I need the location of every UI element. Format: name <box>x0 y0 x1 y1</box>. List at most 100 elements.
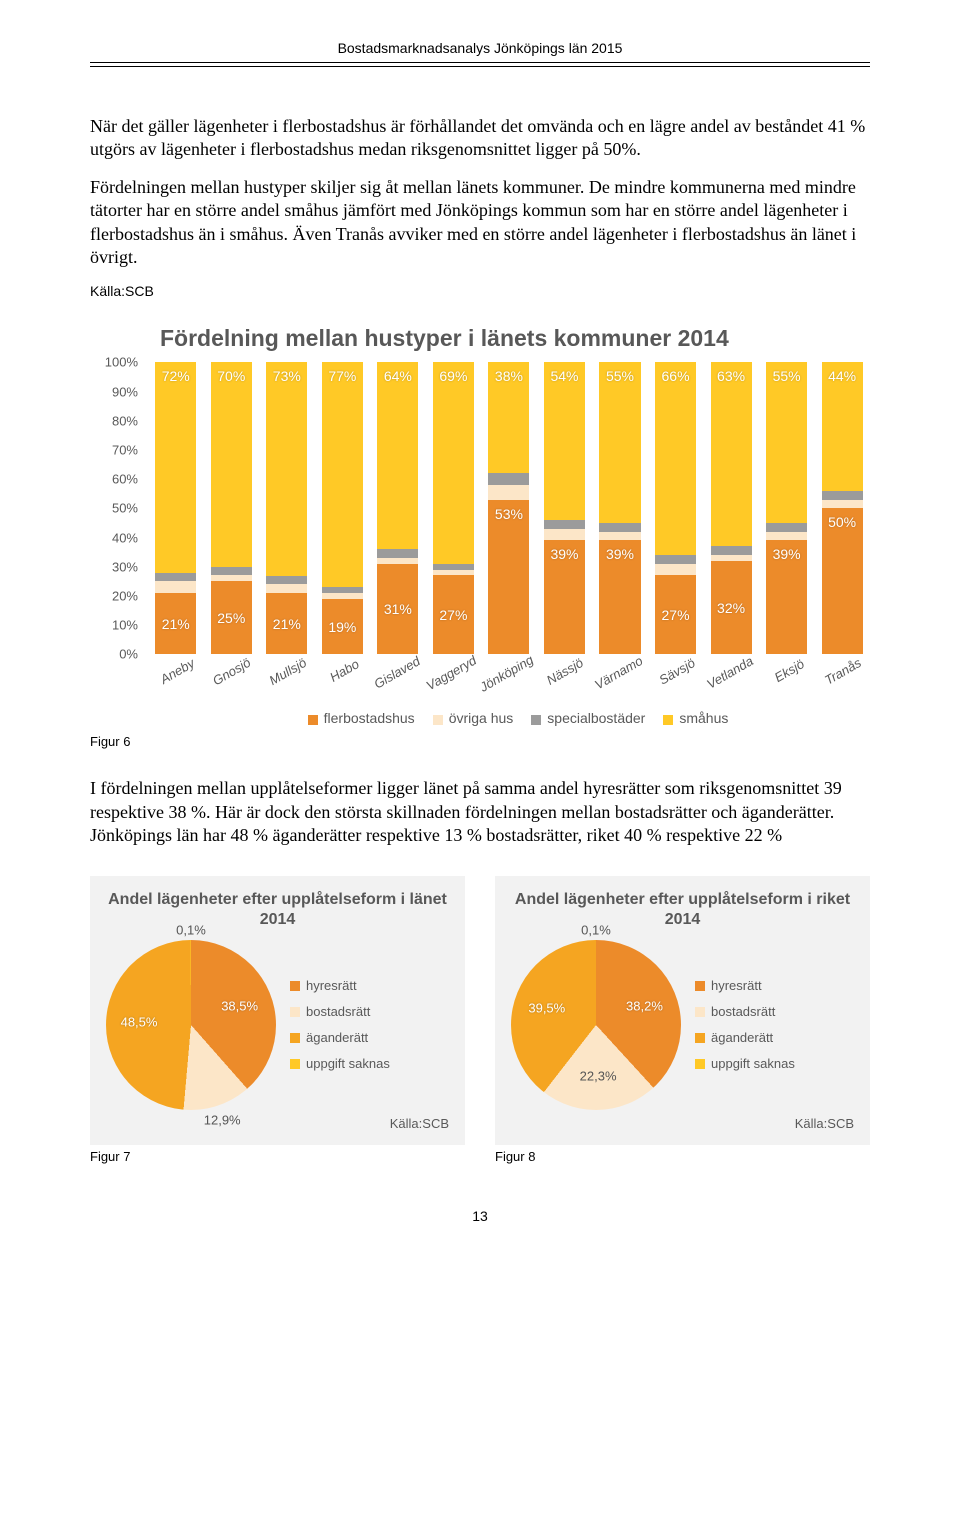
x-category: Tranås <box>822 655 864 688</box>
y-tick: 70% <box>112 442 138 457</box>
bar-column: 63%32%Vetlanda <box>703 362 759 654</box>
pie-value-label: 0,1% <box>581 922 611 937</box>
y-tick: 50% <box>112 501 138 516</box>
bar-value-label: 54% <box>550 368 578 384</box>
bar-column: 38%53%Jönköping <box>481 362 537 654</box>
legend-item: bostadsrätt <box>695 999 795 1025</box>
legend-swatch <box>695 981 705 991</box>
pie-title: Andel lägenheter efter upplåtelseform i … <box>106 890 449 930</box>
bar-segment <box>655 555 696 564</box>
bar-segment: 44% <box>822 362 863 490</box>
bar-segment: 73% <box>266 362 307 575</box>
bar-segment: 66% <box>655 362 696 555</box>
x-category: Mullsjö <box>266 655 309 688</box>
bar-value-label: 63% <box>717 368 745 384</box>
pie-title: Andel lägenheter efter upplåtelseform i … <box>511 890 854 930</box>
bar-segment: 27% <box>655 575 696 654</box>
bar-column: 64%31%Gislaved <box>370 362 426 654</box>
header-rule <box>90 62 870 63</box>
bar-column: 69%27%Vaggeryd <box>426 362 482 654</box>
bar-column: 70%25%Gnosjö <box>204 362 260 654</box>
x-category: Gnosjö <box>210 655 253 689</box>
bar-column: 44%50%Tranås <box>814 362 870 654</box>
bar-column: 73%21%Mullsjö <box>259 362 315 654</box>
y-tick: 0% <box>119 647 138 662</box>
legend-item: äganderätt <box>695 1025 795 1051</box>
bar-value-label: 70% <box>217 368 245 384</box>
bar-value-label: 25% <box>217 610 245 626</box>
chart-source: Källa:SCB <box>90 283 870 299</box>
legend-swatch <box>290 1033 300 1043</box>
bar-value-label: 31% <box>384 601 412 617</box>
legend-item: uppgift saknas <box>290 1051 390 1077</box>
bar-segment: 69% <box>433 362 474 563</box>
legend-swatch <box>695 1059 705 1069</box>
legend-label: äganderätt <box>711 1030 773 1045</box>
bar-segment <box>599 523 640 532</box>
y-tick: 20% <box>112 588 138 603</box>
legend-item: äganderätt <box>290 1025 390 1051</box>
bar-value-label: 39% <box>550 546 578 562</box>
bar-segment: 27% <box>433 575 474 654</box>
y-tick: 40% <box>112 530 138 545</box>
bar-segment <box>544 529 585 541</box>
bar-segment: 39% <box>544 540 585 654</box>
x-category: Eksjö <box>771 657 806 686</box>
bar-value-label: 66% <box>662 368 690 384</box>
bar-value-label: 53% <box>495 506 523 522</box>
legend-label: hyresrätt <box>306 978 357 993</box>
legend-swatch <box>290 981 300 991</box>
x-category: Habo <box>328 657 362 686</box>
pie-value-label: 48,5% <box>121 1015 158 1030</box>
x-category: Aneby <box>157 656 196 687</box>
legend-swatch <box>290 1059 300 1069</box>
bar-segment <box>211 567 252 576</box>
pie-value-label: 38,5% <box>221 999 258 1014</box>
x-category: Gislaved <box>371 654 422 692</box>
figure-label: Figur 6 <box>90 734 870 749</box>
bar-value-label: 73% <box>273 368 301 384</box>
bar-segment <box>711 546 752 555</box>
bar-value-label: 21% <box>273 616 301 632</box>
bar-segment <box>766 523 807 532</box>
y-tick: 10% <box>112 618 138 633</box>
paragraph: Fördelningen mellan hustyper skiljer sig… <box>90 176 870 270</box>
pie-value-label: 39,5% <box>528 1000 565 1015</box>
legend-label: uppgift saknas <box>711 1056 795 1071</box>
legend-item: uppgift saknas <box>695 1051 795 1077</box>
bar-segment: 53% <box>488 500 529 655</box>
x-category: Vaggeryd <box>424 653 479 694</box>
bar-column: 54%39%Nässjö <box>537 362 593 654</box>
x-category: Värnamo <box>592 653 645 692</box>
bar-segment: 21% <box>155 593 196 654</box>
bar-value-label: 77% <box>328 368 356 384</box>
stacked-bar-chart: Fördelning mellan hustyper i länets komm… <box>90 325 870 726</box>
pie-card-right: Andel lägenheter efter upplåtelseform i … <box>495 876 870 1145</box>
legend-label: specialbostäder <box>547 710 645 726</box>
legend-label: uppgift saknas <box>306 1056 390 1071</box>
page-number: 13 <box>90 1208 870 1224</box>
y-tick: 100% <box>105 355 138 370</box>
x-category: Sävsjö <box>656 655 697 688</box>
bar-column: 77%19%Habo <box>315 362 371 654</box>
legend-label: småhus <box>679 710 728 726</box>
pie-chart: 38,5%12,9%48,5%0,1% <box>106 940 276 1110</box>
pie-value-label: 38,2% <box>626 998 663 1013</box>
chart-title: Fördelning mellan hustyper i länets komm… <box>160 325 870 352</box>
pie-value-label: 22,3% <box>580 1069 617 1084</box>
pie-value-label: 0,1% <box>176 922 206 937</box>
bar-value-label: 39% <box>773 546 801 562</box>
bar-column: 72%21%Aneby <box>148 362 204 654</box>
pie-legend: hyresrättbostadsrättäganderättuppgift sa… <box>695 973 795 1077</box>
pie-source: Källa:SCB <box>511 1116 854 1131</box>
bar-segment: 39% <box>599 540 640 654</box>
bar-segment: 54% <box>544 362 585 520</box>
figure-label: Figur 7 <box>90 1149 465 1164</box>
bar-segment <box>155 581 196 593</box>
y-tick: 80% <box>112 413 138 428</box>
bar-value-label: 38% <box>495 368 523 384</box>
y-axis: 0%10%20%30%40%50%60%70%80%90%100% <box>90 362 144 654</box>
page-header: Bostadsmarknadsanalys Jönköpings län 201… <box>90 40 870 62</box>
bar-value-label: 55% <box>606 368 634 384</box>
bar-value-label: 44% <box>828 368 856 384</box>
